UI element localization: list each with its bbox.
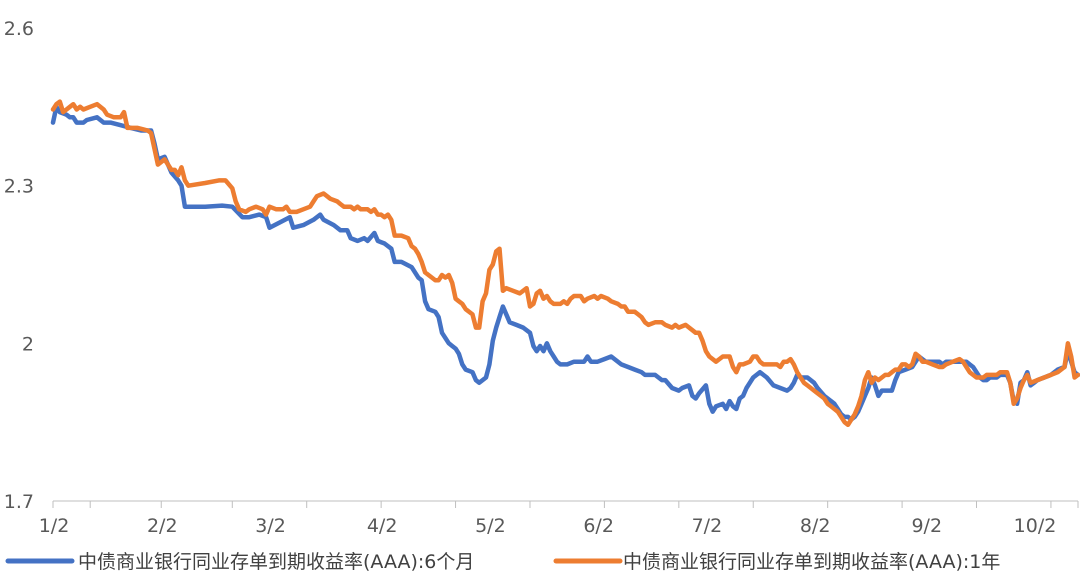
x-tick-label: 7/2 [692, 515, 723, 537]
legend-label-series-1: 中债商业银行同业存单到期收益率(AAA):6个月 [78, 551, 474, 573]
legend-label-series-2: 中债商业银行同业存单到期收益率(AAA):1年 [623, 551, 1000, 573]
legend-item-series-1[interactable]: 中债商业银行同业存单到期收益率(AAA):6个月 [5, 551, 474, 573]
x-axis-ticks [52, 501, 1079, 508]
y-tick-label: 1.7 [4, 491, 34, 513]
series-line-1 [50, 104, 1080, 422]
x-tick-label: 5/2 [475, 515, 506, 537]
x-tick-label: 6/2 [583, 515, 614, 537]
series-line-2 [50, 99, 1080, 428]
y-tick-label: 2.6 [4, 18, 34, 40]
x-tick-label: 10/2 [1014, 515, 1057, 537]
x-tick-label: 3/2 [255, 515, 286, 537]
x-axis-labels: 1/2 2/2 3/2 4/2 5/2 6/2 7/2 8/2 9/2 10/2 [39, 515, 1057, 537]
y-axis-labels: 1.7 2 2.3 2.6 [4, 18, 34, 513]
legend: 中债商业银行同业存单到期收益率(AAA):6个月 中债商业银行同业存单到期收益率… [5, 551, 1000, 573]
x-tick-label: 8/2 [800, 515, 831, 537]
series-lines [50, 99, 1080, 428]
y-tick-label: 2.3 [4, 176, 34, 198]
y-tick-label: 2 [22, 333, 34, 355]
x-tick-label: 4/2 [367, 515, 398, 537]
x-tick-label: 1/2 [39, 515, 70, 537]
legend-item-series-2[interactable]: 中债商业银行同业存单到期收益率(AAA):1年 [553, 551, 1000, 573]
x-tick-label: 2/2 [147, 515, 178, 537]
x-tick-label: 9/2 [911, 515, 942, 537]
